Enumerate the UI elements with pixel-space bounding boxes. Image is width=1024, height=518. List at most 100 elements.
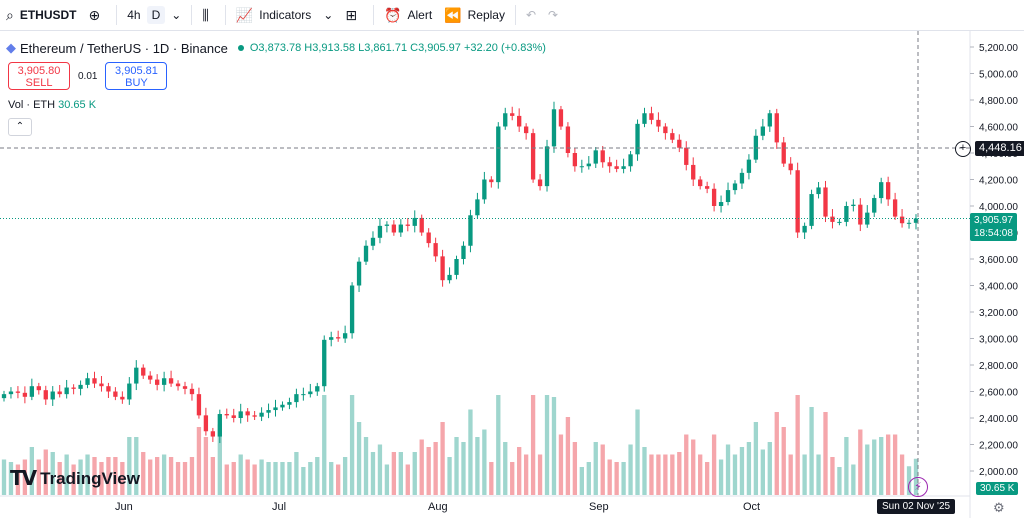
interval-4h[interactable]: 4h <box>127 8 141 22</box>
volume-bar <box>155 457 160 495</box>
collapse-legend-button[interactable]: ⌃ <box>8 118 32 136</box>
volume-bar <box>426 447 431 495</box>
candle-body <box>329 337 334 340</box>
sell-button[interactable]: 3,905.80 SELL <box>8 62 70 90</box>
lightning-icon[interactable]: ⚡ <box>908 477 928 497</box>
volume-bar <box>189 457 195 495</box>
undo-button[interactable]: ↶ <box>520 0 542 30</box>
volume-bar <box>224 464 229 495</box>
candle-body <box>718 202 724 206</box>
grid-icon: ⊞ <box>345 6 358 23</box>
candle-body <box>802 225 807 233</box>
candle-body <box>440 256 445 281</box>
volume-bar <box>558 434 564 495</box>
candle-body <box>301 394 306 396</box>
volume-bar <box>760 449 765 495</box>
interval-dropdown[interactable]: ⌄ <box>165 8 187 22</box>
volume-bar <box>899 454 905 495</box>
candle-body <box>377 225 383 238</box>
alert-button[interactable]: ⏰ Alert <box>378 0 438 30</box>
symbol-name: ETHUSDT <box>19 8 77 22</box>
volume-bar <box>670 454 675 495</box>
add-symbol-icon: ⊕ <box>88 6 101 23</box>
volume-bar <box>363 437 369 495</box>
candle-body <box>906 222 912 224</box>
bar-countdown: 18:54:08 <box>974 228 1013 239</box>
volume-bar <box>196 427 202 495</box>
candle-body <box>788 163 793 171</box>
tradingview-logo[interactable]: 𝗧𝗩 TradingView <box>10 466 140 491</box>
candle-body <box>704 186 710 189</box>
volume-bar <box>203 437 209 495</box>
volume-bar <box>106 457 111 495</box>
y-tick-label: 4,200.00 <box>979 176 1018 187</box>
x-label-aug: Aug <box>428 501 448 513</box>
volume-bar <box>865 444 870 495</box>
candle-body <box>85 378 90 385</box>
redo-icon: ↷ <box>548 8 559 22</box>
candle-body <box>753 135 759 160</box>
undo-icon: ↶ <box>525 8 537 22</box>
y-tick-label: 2,200.00 <box>979 441 1018 452</box>
volume-bar <box>15 464 21 495</box>
candle-body <box>36 386 41 391</box>
candle-body <box>517 115 522 127</box>
candle-body <box>879 182 884 199</box>
volume-bar <box>447 457 452 495</box>
volume-bar <box>600 444 605 495</box>
candles-icon: ⫼ <box>202 6 209 23</box>
volume-bar <box>141 452 146 495</box>
layouts-button[interactable]: ⊞ <box>339 0 369 30</box>
volume-bar <box>22 459 28 495</box>
buy-button[interactable]: 3,905.81 BUY <box>105 62 168 90</box>
candle-body <box>447 274 452 281</box>
indicators-button[interactable]: 📈 Indicators <box>230 0 317 30</box>
add-alert-plus-button[interactable]: + <box>955 141 971 157</box>
candle-body <box>684 147 689 165</box>
volume-bar <box>1 459 7 495</box>
volume-bar <box>872 439 877 495</box>
indicators-dropdown[interactable]: ⌄ <box>317 0 339 30</box>
redo-button[interactable]: ↷ <box>542 0 564 30</box>
candle-body <box>698 179 703 187</box>
candle-body <box>774 113 779 143</box>
candle-body <box>572 153 578 167</box>
candle-body <box>628 154 633 167</box>
candle-body <box>391 224 397 233</box>
candle-body <box>231 415 236 418</box>
tradingview-wordmark: TradingView <box>40 468 140 488</box>
symbol-search[interactable]: ⌕ ETHUSDT <box>0 0 83 30</box>
y-tick-label: 4,800.00 <box>979 96 1018 107</box>
candle-body <box>182 386 188 389</box>
volume-bar <box>781 427 786 495</box>
volume-bar <box>537 454 543 495</box>
compare-button[interactable]: ⊕ <box>83 0 113 30</box>
candle-body <box>823 187 828 217</box>
candle-body <box>544 146 550 187</box>
ethereum-logo-icon: ◆ <box>6 40 16 55</box>
volume-bar <box>544 395 550 495</box>
volume-bar <box>586 462 591 495</box>
candle-body <box>412 217 417 226</box>
volume-bar <box>36 459 41 495</box>
volume-bar <box>837 467 842 495</box>
candle-body <box>349 285 355 334</box>
candle-body <box>134 367 139 384</box>
candle-body <box>57 391 62 395</box>
search-icon: ⌕ <box>6 6 14 23</box>
candle-body <box>50 391 55 400</box>
volume-bar <box>231 462 236 495</box>
gear-icon[interactable]: ⚙ <box>993 500 1005 515</box>
candle-body <box>607 162 612 167</box>
replay-button[interactable]: ⏪ Replay <box>438 0 511 30</box>
volume-bar <box>8 462 14 495</box>
candle-body <box>64 387 69 395</box>
volume-bar <box>802 454 807 495</box>
candle-body <box>649 113 654 120</box>
volume-bar <box>746 442 752 495</box>
volume-bar <box>259 459 264 495</box>
candle-body <box>280 404 285 408</box>
chart-type-button[interactable]: ⫼ <box>196 0 220 30</box>
interval-d[interactable]: D <box>146 6 166 24</box>
